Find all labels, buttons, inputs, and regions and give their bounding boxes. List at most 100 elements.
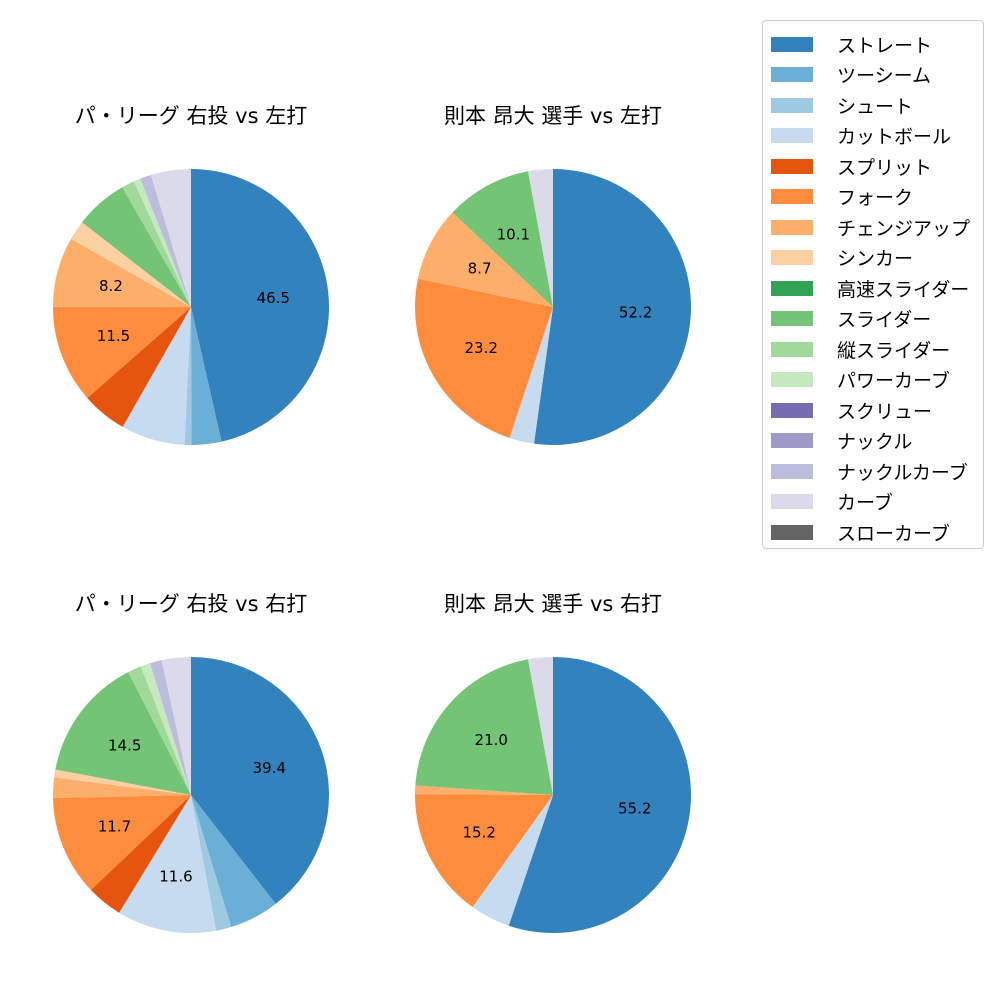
legend-swatch (771, 219, 813, 235)
slice-percent-label: 10.1 (497, 225, 530, 243)
pie-panel-norimoto-vs-right: 則本 昂大 選手 vs 右打 55.2 15.2 21.0 (383, 588, 723, 1008)
pie-slice (90, 795, 191, 913)
pie-slice (191, 307, 222, 445)
pie-slice (191, 795, 232, 931)
slice-percent-label: 11.7 (98, 818, 131, 836)
slice-percent-label: 39.4 (253, 759, 286, 777)
pie-slice (119, 795, 217, 933)
pie-slice (150, 169, 191, 307)
pie-slice (140, 663, 191, 795)
pie-slice (527, 169, 553, 307)
legend-swatch (771, 494, 813, 509)
pie-slice (122, 307, 191, 445)
legend-item: スクリュー (771, 396, 932, 424)
legend-item: シュート (771, 91, 913, 119)
legend-item: ツーシーム (771, 61, 931, 89)
legend-swatch (771, 280, 813, 296)
legend-item: ナックルカーブ (771, 457, 968, 485)
slice-percent-label: 23.2 (465, 339, 498, 357)
legend: ストレート ツーシーム シュート カットボール スプリット フォーク チェンジア… (762, 20, 984, 549)
pie-slice (527, 657, 553, 795)
pie-slice (122, 181, 191, 307)
pie-panel-norimoto-vs-left: 則本 昂大 選手 vs 左打 52.2 23.2 8.7 10.1 (383, 100, 723, 520)
pie-slice (70, 222, 191, 307)
legend-swatch (771, 311, 813, 326)
legend-item: 高速スライダー (771, 274, 969, 302)
pie-slice (415, 659, 553, 795)
legend-item: スローカーブ (771, 518, 950, 546)
pie-slice (415, 794, 553, 908)
legend-swatch (771, 341, 813, 357)
pie-panel-league-vs-left: パ・リーグ 右投 vs 左打 46.5 11.5 8.2 (21, 100, 361, 520)
legend-label: チェンジアップ (837, 217, 971, 240)
chart-title: 則本 昂大 選手 vs 右打 (443, 592, 663, 616)
legend-item: パワーカーブ (771, 366, 950, 394)
legend-swatch (771, 97, 813, 113)
legend-item: ナックル (771, 427, 912, 455)
pie-panel-league-vs-right: パ・リーグ 右投 vs 右打 39.4 11.6 11.7 14.5 (21, 588, 361, 1008)
legend-label: ナックルカーブ (837, 461, 968, 484)
pie-slice (82, 187, 191, 307)
legend-label: 縦スライダー (837, 339, 951, 362)
slice-percent-label: 55.2 (618, 799, 651, 817)
legend-label: スプリット (837, 156, 933, 179)
legend-item: シンカー (771, 244, 913, 272)
pie-chart: 55.2 15.2 21.0 (415, 657, 691, 933)
legend-label: ストレート (837, 34, 933, 57)
legend-swatch (771, 36, 813, 52)
pie-chart: 52.2 23.2 8.7 10.1 (415, 169, 691, 445)
legend-label: パワーカーブ (837, 370, 950, 392)
legend-item: 縦スライダー (771, 335, 950, 363)
chart-title: 則本 昂大 選手 vs 左打 (443, 104, 663, 128)
chart-title: パ・リーグ 右投 vs 左打 (74, 104, 308, 128)
pie-slice (54, 769, 191, 795)
legend-swatch (771, 402, 813, 418)
pie-slice (161, 657, 191, 795)
legend-swatch (771, 433, 813, 448)
legend-item: スライダー (771, 305, 931, 333)
pie-slice (128, 666, 191, 795)
pie-slice (191, 657, 330, 904)
legend-label: ツーシーム (837, 65, 932, 87)
pie-slice (53, 777, 191, 799)
pie-slice (415, 785, 553, 795)
legend-item: ストレート (771, 30, 932, 58)
pie-slice (133, 178, 191, 307)
pie-slice (149, 660, 191, 795)
legend-label: フォーク (837, 187, 914, 209)
pie-slice (53, 238, 192, 307)
pie-slice (472, 795, 553, 926)
legend-swatch (771, 463, 813, 479)
slice-percent-label: 11.5 (97, 327, 130, 345)
pie-slice (184, 307, 192, 445)
legend-label: 高速スライダー (837, 278, 970, 301)
legend-label: スライダー (837, 309, 932, 331)
pie-slice (55, 672, 192, 795)
legend-swatch (771, 372, 813, 387)
legend-swatch (771, 67, 813, 82)
legend-swatch (771, 158, 813, 174)
slice-percent-label: 15.2 (463, 824, 496, 842)
slice-percent-label: 8.2 (99, 277, 123, 295)
pie-slice (509, 307, 553, 444)
slice-percent-label: 8.7 (468, 260, 492, 278)
chart-title: パ・リーグ 右投 vs 右打 (74, 592, 308, 616)
pie-slice (87, 307, 191, 427)
legend-label: シンカー (837, 248, 914, 270)
slice-percent-label: 21.0 (475, 731, 508, 749)
legend-label: スクリュー (837, 400, 933, 423)
pie-slice (53, 306, 191, 399)
legend-swatch (771, 128, 813, 143)
legend-swatch (771, 524, 813, 540)
slice-percent-label: 14.5 (108, 736, 141, 754)
legend-item: チェンジアップ (771, 213, 970, 241)
legend-label: シュート (837, 95, 914, 118)
slice-percent-label: 52.2 (619, 304, 652, 322)
legend-swatch (771, 250, 813, 265)
legend-label: カットボール (837, 126, 952, 148)
legend-item: カットボール (771, 122, 951, 150)
legend-item: カーブ (771, 488, 893, 516)
pie-chart: 46.5 11.5 8.2 (53, 169, 330, 445)
legend-label: カーブ (837, 492, 893, 514)
pie-slice (191, 169, 330, 442)
